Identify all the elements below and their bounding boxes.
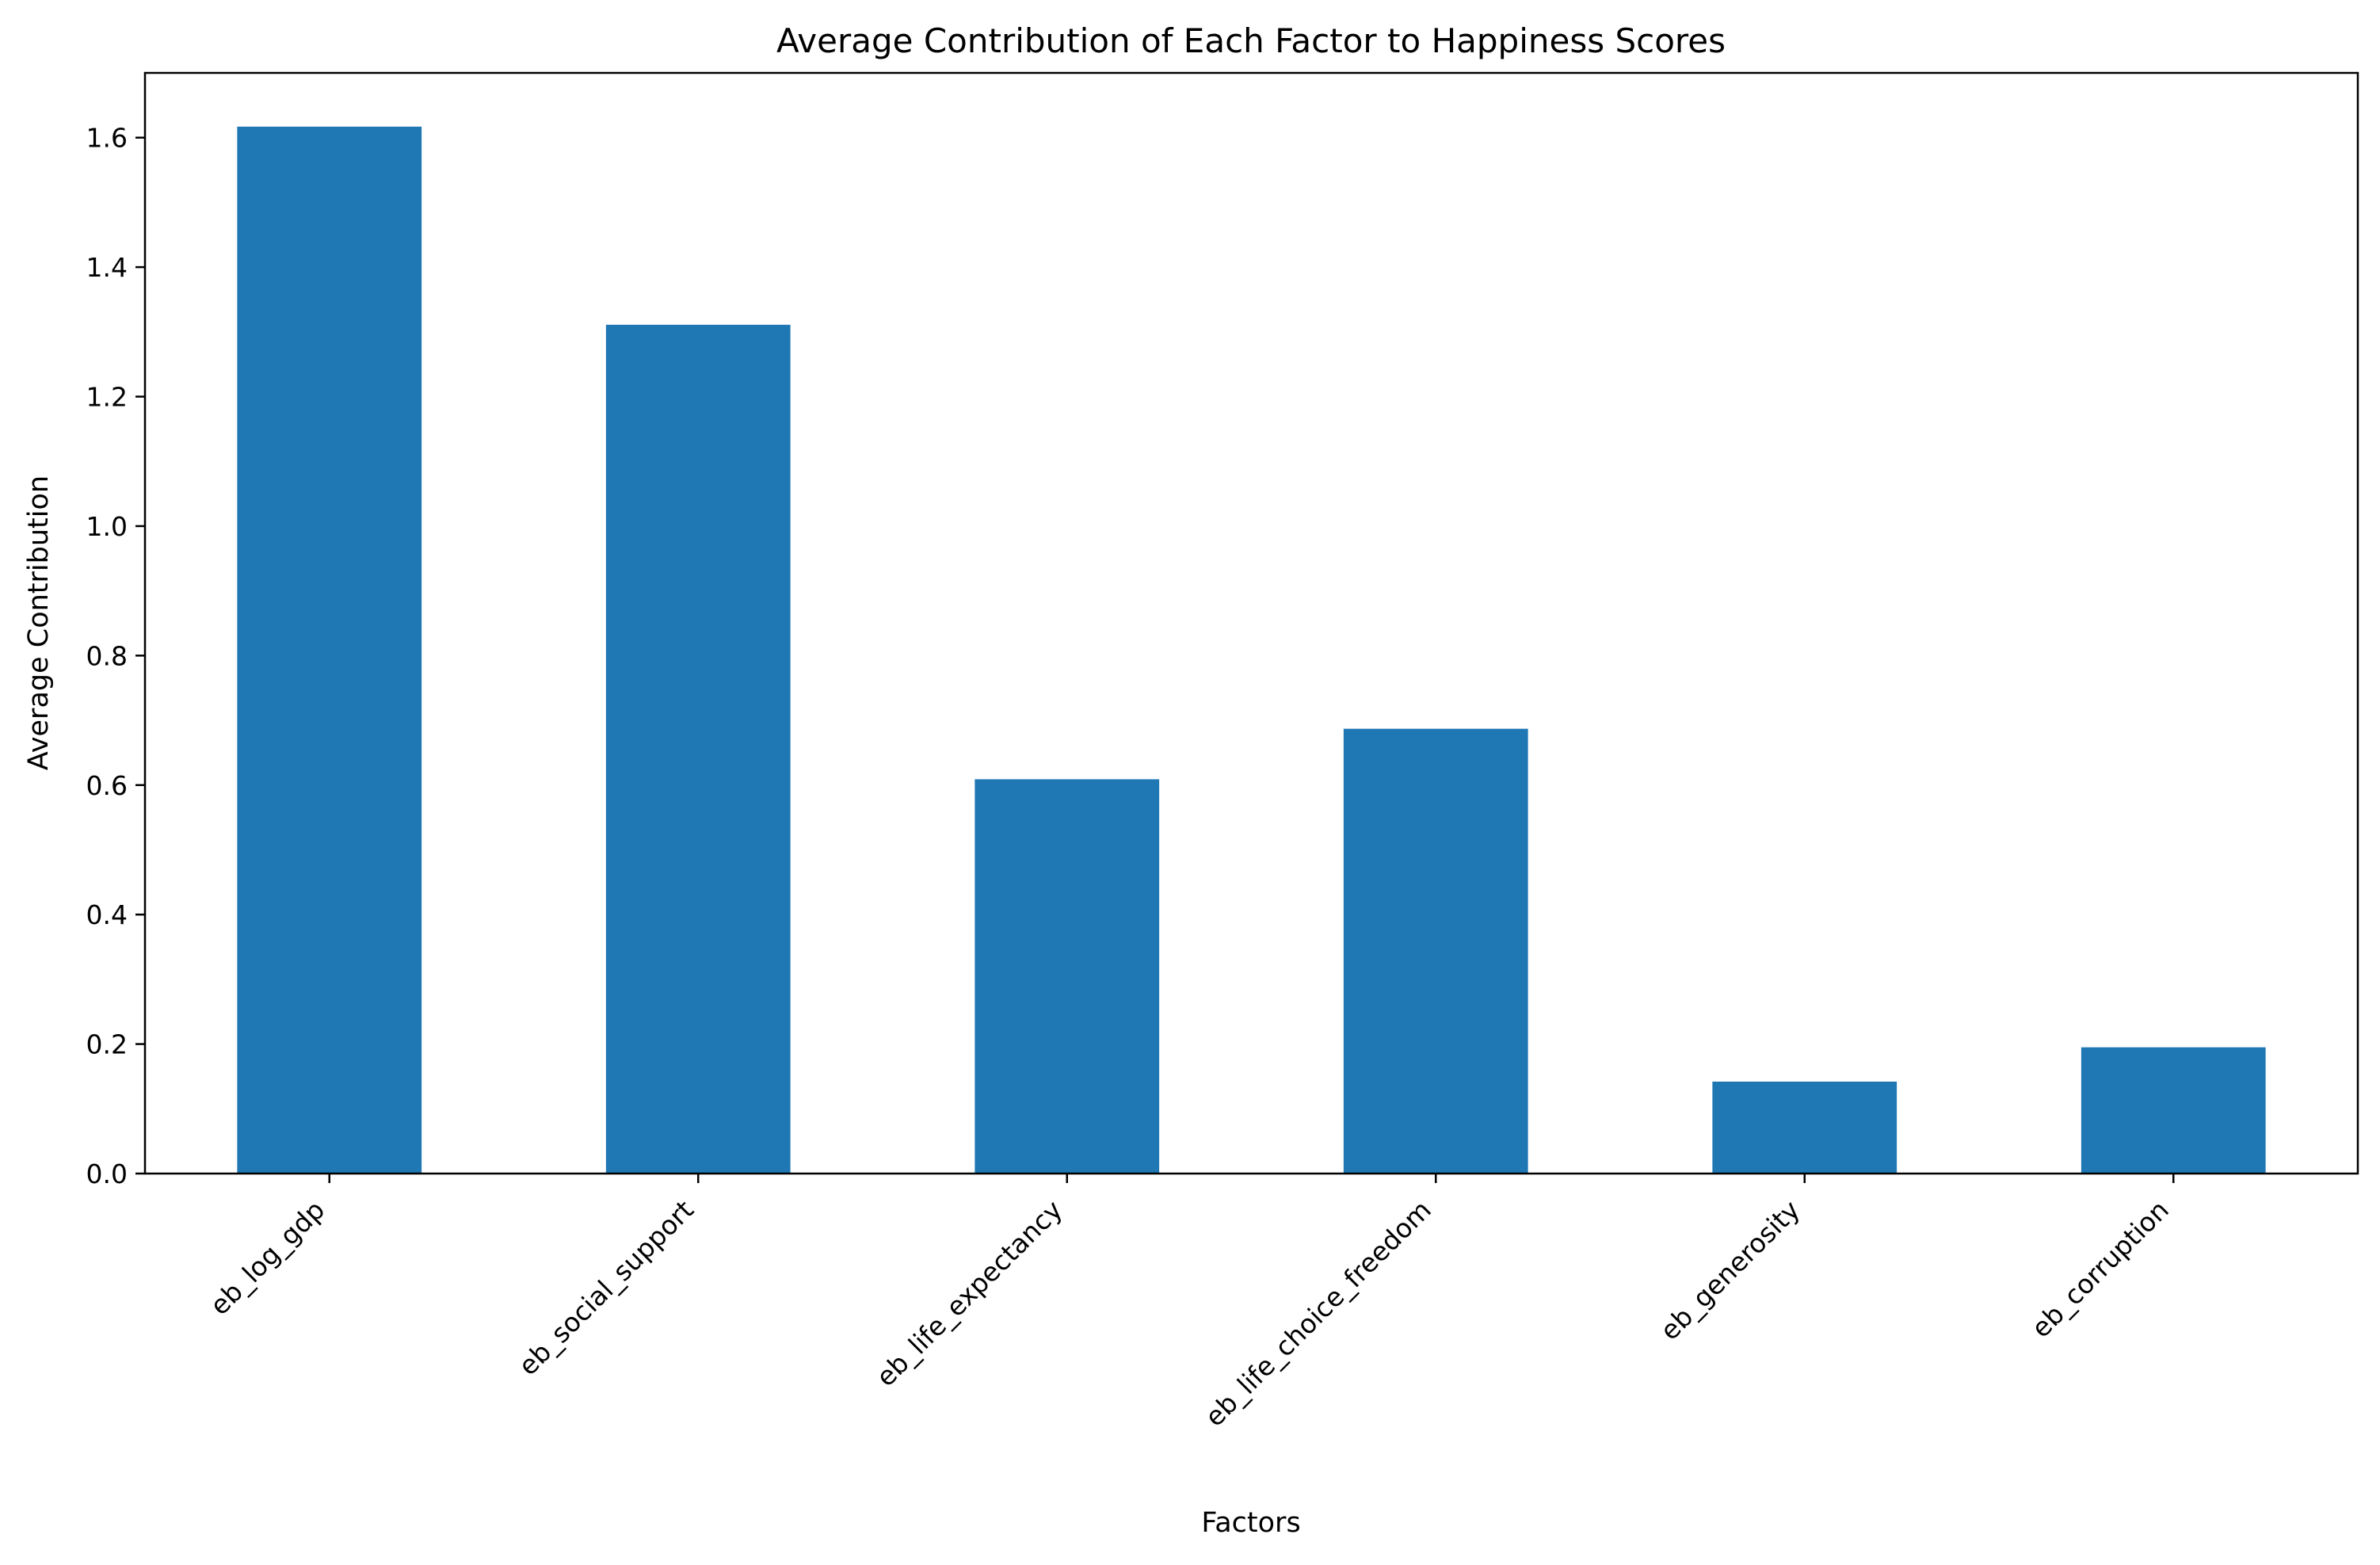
chart-title: Average Contribution of Each Factor to H…	[776, 21, 1726, 60]
y-tick-label: 1.4	[86, 252, 128, 283]
bar-eb_generosity	[1712, 1081, 1898, 1174]
plot-frame	[143, 71, 2359, 1175]
y-tick-label: 1.6	[86, 123, 128, 154]
bar-eb_log_gdp	[237, 126, 422, 1174]
x-tick-label: eb_corruption	[2025, 1194, 2175, 1344]
x-tick-label: eb_log_gdp	[204, 1194, 330, 1321]
x-axis-ticks: eb_log_gdp eb_social_support eb_life_expec…	[204, 1174, 2175, 1433]
y-tick-label: 1.0	[86, 511, 128, 542]
y-tick-label: 1.2	[86, 382, 128, 413]
y-tick-label: 0.4	[86, 899, 128, 930]
y-axis-label: Average Contribution	[23, 475, 55, 770]
bar-eb_life_choice_freedom	[1343, 728, 1528, 1174]
x-tick-label: eb_generosity	[1654, 1194, 1806, 1346]
x-tick-label: eb_life_choice_freedom	[1199, 1194, 1437, 1433]
bar-eb_corruption	[2081, 1047, 2266, 1174]
y-tick-label: 0.6	[86, 770, 128, 801]
bar-eb_life_expectancy	[975, 779, 1160, 1174]
y-tick-label: 0.0	[86, 1158, 128, 1189]
y-tick-label: 0.2	[86, 1029, 128, 1060]
bar-eb_social_support	[605, 324, 791, 1174]
bars-layer	[237, 126, 2266, 1174]
x-tick-label: eb_social_support	[513, 1194, 700, 1381]
y-tick-label: 0.8	[86, 640, 128, 671]
x-axis-label: Factors	[1201, 1507, 1300, 1539]
y-axis-ticks: 0.0 0.2 0.4 0.6 0.8 1.0 1.2 1.4 1.6	[86, 123, 145, 1189]
x-tick-label: eb_life_expectancy	[870, 1194, 1068, 1392]
